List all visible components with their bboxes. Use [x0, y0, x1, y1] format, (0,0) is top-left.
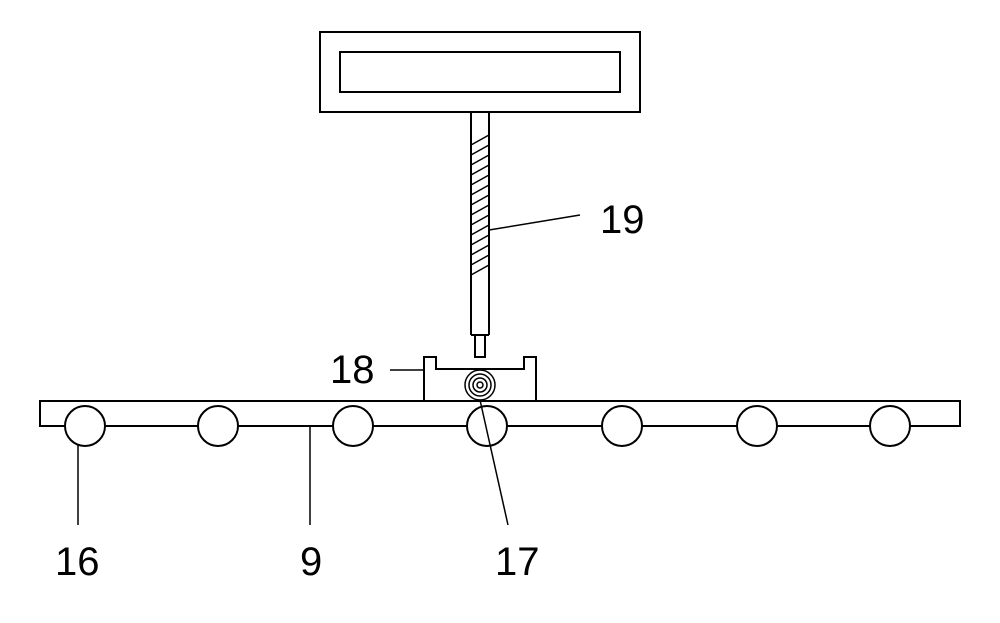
label-9: 9	[300, 540, 322, 585]
vertical-shaft	[471, 112, 489, 335]
label-18: 18	[330, 348, 375, 393]
top-box-inner	[340, 52, 620, 92]
spiral	[465, 370, 495, 400]
label-17: 17	[495, 540, 540, 585]
rail-circle	[737, 406, 777, 446]
rail-circle	[198, 406, 238, 446]
bracket	[424, 357, 536, 401]
leader-19	[489, 215, 580, 230]
rail-circle	[467, 406, 507, 446]
shaft-stem	[475, 335, 485, 357]
rail-circle	[602, 406, 642, 446]
rail-circle	[333, 406, 373, 446]
rail-circle	[870, 406, 910, 446]
top-box-outer	[320, 32, 640, 112]
label-19: 19	[600, 198, 645, 243]
label-16: 16	[55, 540, 100, 585]
rail-circle	[65, 406, 105, 446]
technical-diagram	[0, 0, 1000, 623]
shaft-threads	[471, 135, 489, 275]
